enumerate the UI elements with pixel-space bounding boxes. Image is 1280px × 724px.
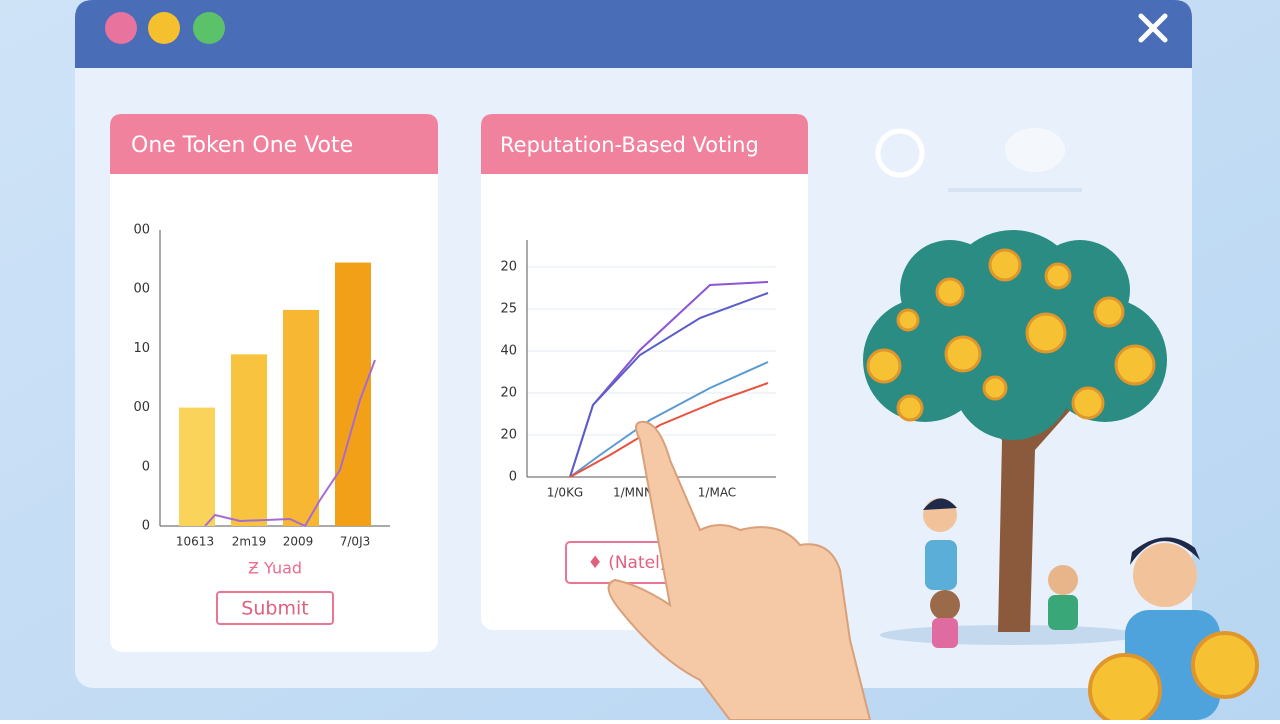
y-tick-label: 10 xyxy=(133,341,150,356)
close-button[interactable] xyxy=(1138,13,1168,43)
bar xyxy=(231,354,267,526)
y-tick-label: 00 xyxy=(133,223,150,238)
pointing-hand xyxy=(607,420,872,721)
caption: Ƶ Yuad xyxy=(248,559,302,578)
card xyxy=(481,114,808,630)
title-bar xyxy=(75,0,1192,68)
bar xyxy=(283,309,319,526)
icon xyxy=(875,128,925,178)
trend-line xyxy=(569,292,769,478)
people xyxy=(923,498,1259,724)
button-label[interactable]: Submit xyxy=(241,598,308,620)
window-dot[interactable] xyxy=(105,12,137,44)
y-tick-label: 40 xyxy=(500,344,517,359)
coins xyxy=(866,248,1156,422)
x-tick-label: 10613 xyxy=(176,535,214,549)
y-tick-label: 20 xyxy=(500,260,517,275)
card-title: One Token One Vote xyxy=(131,133,353,158)
y-tick-label: 25 xyxy=(500,302,517,317)
window-dot[interactable] xyxy=(193,12,225,44)
trend-line xyxy=(569,382,769,478)
trend-line xyxy=(204,359,376,528)
bar xyxy=(179,407,215,526)
y-tick-label: 0 xyxy=(142,519,150,534)
card-title: Reputation-Based Voting xyxy=(500,133,759,157)
bar xyxy=(335,262,371,526)
y-tick-label: 20 xyxy=(500,386,517,401)
tree-trunk xyxy=(960,380,1075,632)
y-tick-label: 0 xyxy=(509,470,517,485)
y-tick-label: 0 xyxy=(142,459,150,474)
card-header xyxy=(110,114,438,174)
icon xyxy=(1005,128,1065,172)
y-tick-label: 00 xyxy=(133,282,150,297)
x-tick-label: 7/0J3 xyxy=(340,535,371,549)
window-dot[interactable] xyxy=(148,12,180,44)
y-tick-label: 20 xyxy=(500,428,517,443)
x-tick-label: 1/0KG xyxy=(547,486,583,500)
x-tick-label: 2m19 xyxy=(232,535,267,549)
x-tick-label: 1/MNN xyxy=(613,486,653,500)
card-header xyxy=(481,114,808,174)
trend-line xyxy=(569,361,769,478)
button-label[interactable]: ♦ (Natel) xyxy=(588,553,667,573)
submit-button[interactable] xyxy=(216,591,334,625)
x-tick-label: 1/MAC xyxy=(698,486,736,500)
x-tick-label: 2009 xyxy=(283,535,314,549)
y-tick-label: 00 xyxy=(133,400,150,415)
